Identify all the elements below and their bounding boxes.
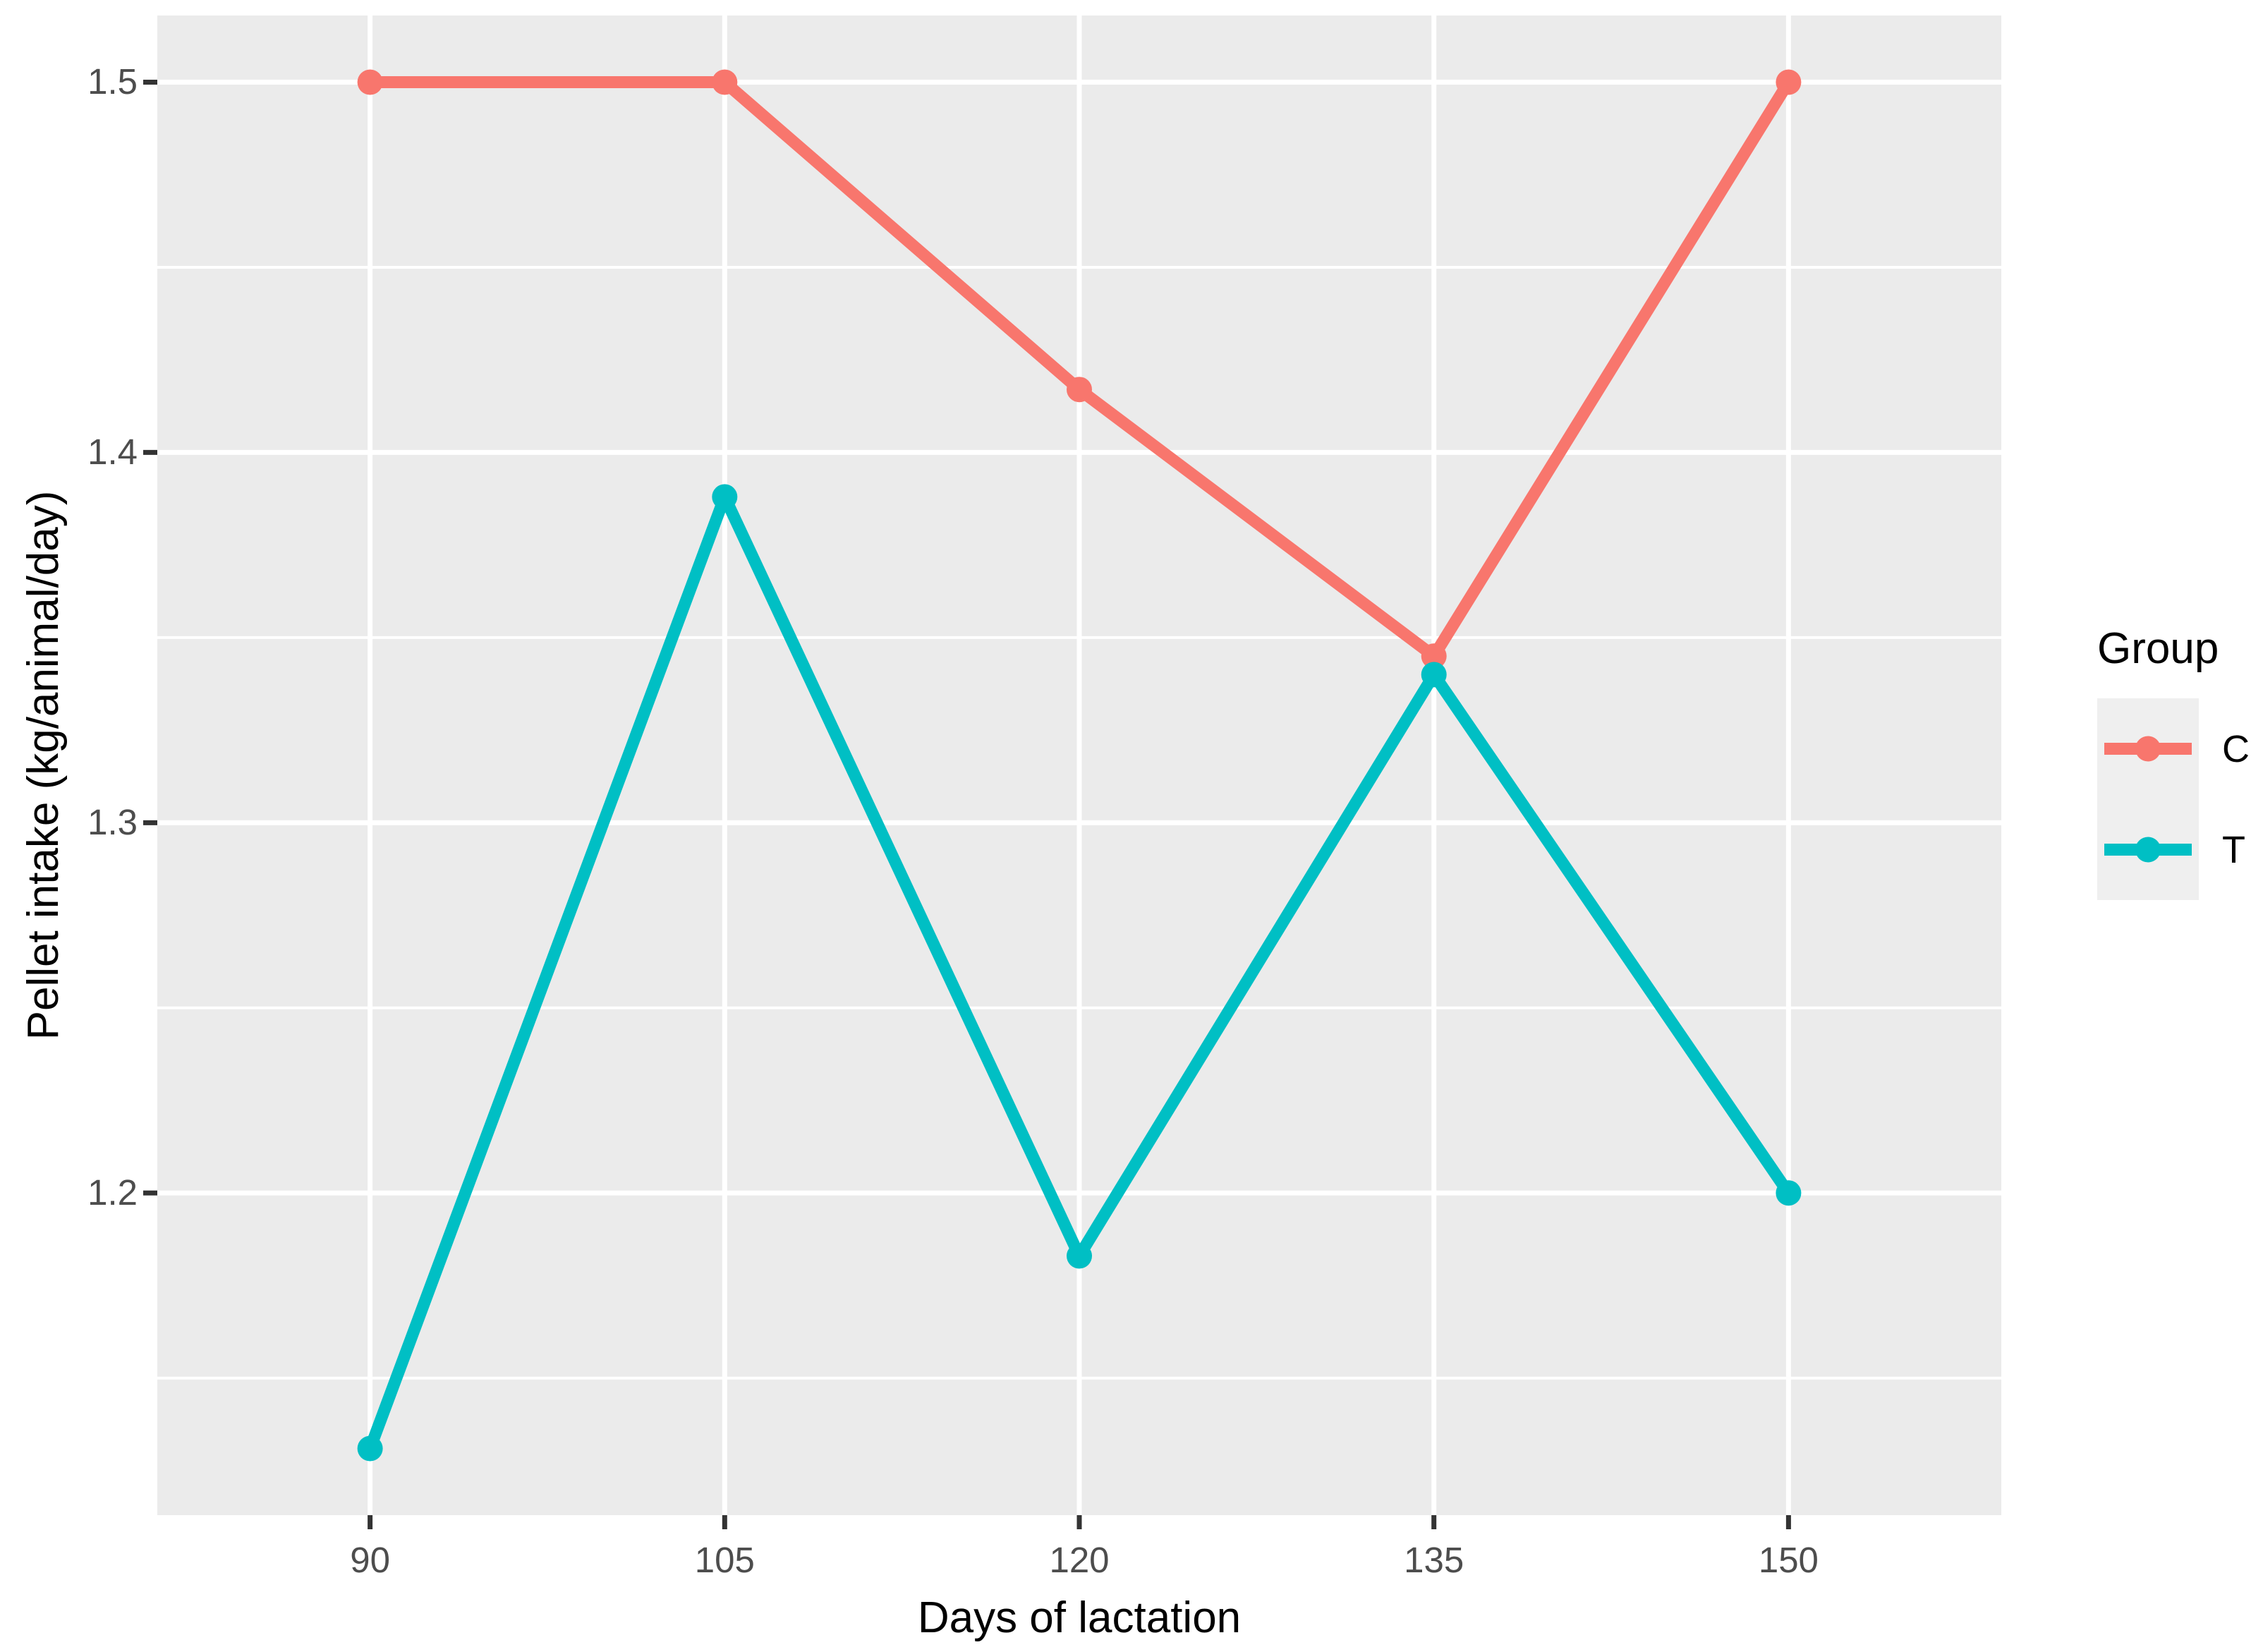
data-point-t-120 (1067, 1243, 1092, 1269)
data-point-t-90 (357, 1435, 383, 1462)
y-tick-label-1.3: 1.3 (87, 802, 138, 843)
data-point-t-150 (1776, 1180, 1802, 1206)
y-tick-label-1.2: 1.2 (87, 1172, 138, 1213)
y-tick-label-1.4: 1.4 (87, 432, 138, 473)
x-tick-label-150: 150 (1758, 1540, 1819, 1580)
legend-label-c: C (2222, 728, 2250, 770)
legend-key-series-t (2097, 799, 2199, 900)
data-point-c-120 (1067, 377, 1092, 403)
x-tick-label-90: 90 (350, 1540, 390, 1580)
data-point-c-150 (1776, 69, 1802, 95)
legend-key-series-c (2097, 698, 2199, 799)
data-point-c-105 (712, 69, 738, 95)
legend-key-glyph-c (2104, 736, 2192, 762)
x-tick-label-120: 120 (1049, 1540, 1110, 1580)
data-point-c-135 (1421, 643, 1447, 669)
data-point-c-90 (357, 69, 383, 95)
x-tick-label-105: 105 (694, 1540, 755, 1580)
legend-label-t: T (2222, 829, 2245, 871)
legend-key-point-c (2135, 736, 2161, 762)
legend-key-glyph-t (2104, 837, 2192, 863)
data-point-t-135 (1421, 662, 1447, 688)
y-tick-label-1.5: 1.5 (87, 61, 138, 102)
y-axis-title: Pellet intake (kg/animal/day) (19, 490, 68, 1040)
data-point-t-105 (712, 484, 738, 510)
x-axis-title: Days of lactation (917, 1593, 1242, 1642)
legend-title: Group (2097, 624, 2219, 673)
x-tick-label-135: 135 (1404, 1540, 1464, 1580)
legend-key-point-t (2135, 837, 2161, 863)
